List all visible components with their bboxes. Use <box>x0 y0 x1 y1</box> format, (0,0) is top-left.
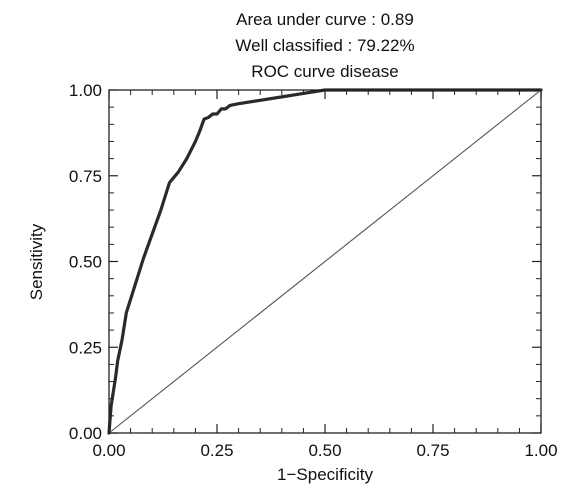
y-tick-label: 0.00 <box>69 424 102 443</box>
y-axis-label: Sensitivity <box>27 223 46 300</box>
plot-area: 0.00 0.25 0.50 0.75 1.00 0.00 0.25 0.50 0.75 1.00 <box>69 81 558 460</box>
chart-title: ROC curve disease <box>251 62 398 81</box>
chart-subtitle-well-classified: Well classified : 79.22% <box>235 36 414 55</box>
x-axis-label: 1−Specificity <box>277 465 373 484</box>
y-tick-label: 0.50 <box>69 253 102 272</box>
x-tick-label: 0.00 <box>92 441 125 460</box>
chart-subtitle-auc: Area under curve : 0.89 <box>236 10 414 29</box>
roc-curve-line <box>107 88 543 435</box>
title-group: Area under curve : 0.89 Well classified … <box>235 10 414 81</box>
y-tick-label: 0.25 <box>69 338 102 357</box>
y-tick-label: 1.00 <box>69 81 102 100</box>
y-tick-label: 0.75 <box>69 167 102 186</box>
x-tick-label: 1.00 <box>524 441 557 460</box>
reference-diagonal-line <box>108 89 542 434</box>
x-tick-label: 0.75 <box>416 441 449 460</box>
x-tick-label: 0.25 <box>200 441 233 460</box>
x-tick-label: 0.50 <box>308 441 341 460</box>
